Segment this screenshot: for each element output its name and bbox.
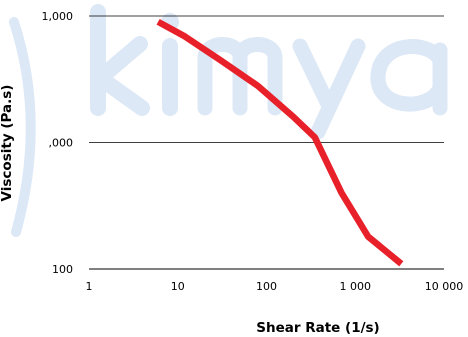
x-tick-labels: 1 10 100 1 000 10 000 [86, 280, 464, 293]
series-line-0 [156, 18, 404, 267]
x-axis-title: Shear Rate (1/s) [256, 320, 379, 336]
series-layer [156, 18, 404, 267]
watermark-letter-y [292, 38, 366, 140]
y-tick-label: ,000 [49, 137, 74, 150]
x-tick-label: 10 [171, 280, 185, 293]
y-tick-labels: 100 ,000 1,000 [42, 10, 74, 276]
watermark-letter-a [370, 39, 448, 116]
watermark [9, 4, 448, 237]
x-tick-label: 1 [86, 280, 93, 293]
y-tick-label: 100 [52, 263, 73, 276]
y-tick-label: 1,000 [42, 10, 74, 23]
watermark-letter-m [197, 37, 283, 116]
gridlines [89, 15, 444, 143]
x-tick-label: 10 000 [425, 280, 464, 293]
y-axis-title: Viscosity (Pa.s) [0, 85, 15, 202]
x-tick-label: 100 [256, 280, 277, 293]
x-tick-label: 1 000 [340, 280, 372, 293]
watermark-letters [90, 4, 448, 140]
watermark-letter-k-arm [92, 36, 150, 116]
watermark-swoosh [9, 17, 36, 237]
plot-area: 1 10 100 1 000 10 000 100 ,000 1,000 [42, 10, 464, 293]
